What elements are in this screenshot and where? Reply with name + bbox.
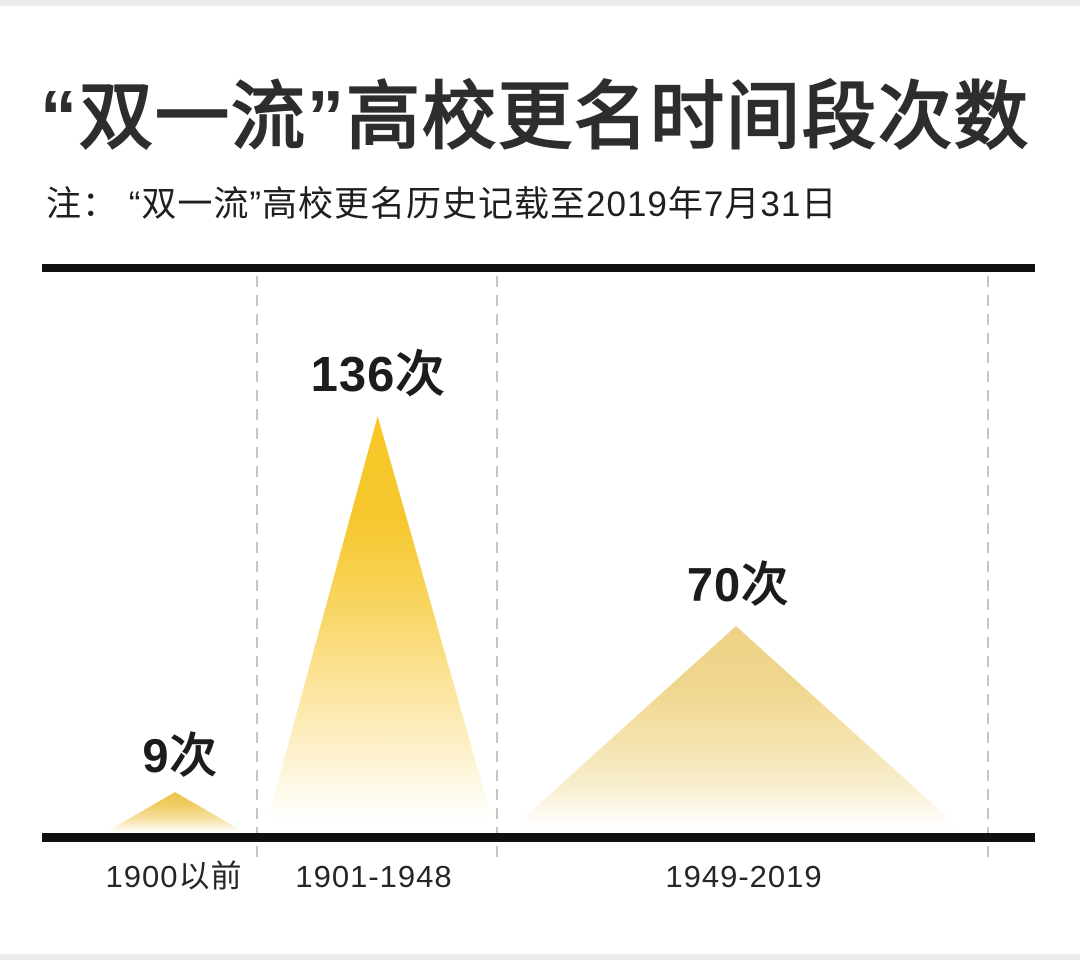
value-label-before-1900: 9次: [142, 729, 218, 782]
category-label-1949-2019: 1949-2019: [665, 859, 823, 894]
category-label-1901-1948: 1901-1948: [295, 859, 453, 894]
chart-top-rule: [42, 264, 1035, 272]
section-divider-2: [496, 276, 498, 860]
peak-shape-1901-1948: [264, 416, 496, 833]
chart-bottom-rule: [42, 833, 1035, 842]
chart-title: “双一流”高校更名时间段次数: [40, 75, 1030, 158]
card-top-edge: [0, 0, 1080, 6]
category-label-before-1900: 1900以前: [105, 859, 243, 894]
peak-shape-before-1900: [106, 792, 244, 832]
value-label-1901-1948: 136次: [310, 348, 446, 402]
value-label-1949-2019: 70次: [686, 558, 790, 611]
section-divider-1: [256, 276, 258, 860]
card-bottom-edge: [0, 954, 1080, 960]
section-divider-3: [987, 276, 989, 860]
chart-note: 注： “双一流”高校更名历史记载至2019年7月31日: [46, 185, 838, 224]
peak-shape-1949-2019: [507, 626, 965, 833]
